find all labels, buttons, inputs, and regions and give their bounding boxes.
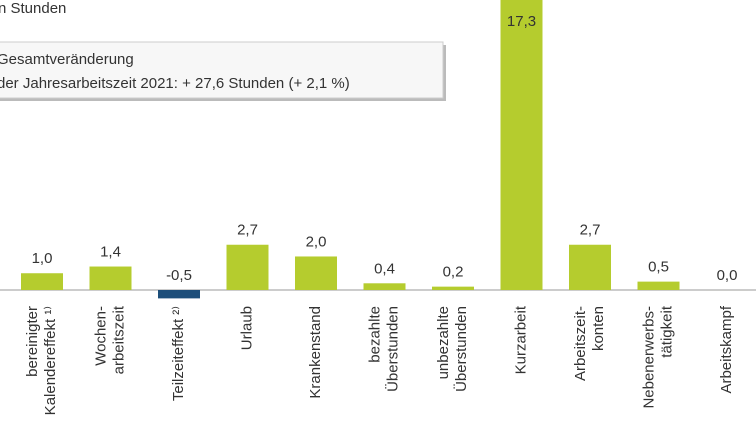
value-label: -0,5 bbox=[166, 267, 192, 284]
value-label: 2,7 bbox=[237, 222, 258, 239]
x-tick-label: Teilzeiteffekt ²⁾ bbox=[170, 306, 187, 401]
annotation-box bbox=[0, 41, 444, 99]
value-label: 0,0 bbox=[717, 267, 738, 284]
value-label: 17,3 bbox=[507, 13, 536, 30]
bar bbox=[500, 0, 543, 290]
x-tick-label: Urlaub bbox=[238, 306, 255, 350]
x-tick-label: tätigkeit bbox=[658, 305, 675, 358]
value-label: 2,0 bbox=[306, 233, 327, 250]
x-tick-label: arbeitszeit bbox=[110, 305, 127, 374]
bar bbox=[569, 244, 611, 290]
value-label: 2,7 bbox=[580, 222, 601, 239]
bar bbox=[637, 281, 680, 290]
x-tick-label: bereinigter bbox=[24, 306, 41, 377]
value-label: 1,0 bbox=[32, 250, 53, 267]
x-tick-label: Wochen- bbox=[92, 306, 109, 366]
annotation-text: Gesamtveränderung bbox=[0, 51, 134, 68]
x-tick-label: bezahlte bbox=[366, 306, 383, 363]
x-tick-label: Überstunden bbox=[383, 306, 401, 392]
bar bbox=[363, 283, 406, 290]
bar bbox=[158, 290, 200, 299]
x-tick-label: Überstunden bbox=[452, 306, 470, 392]
bar bbox=[226, 244, 269, 290]
x-tick-label: Nebenerwerbs- bbox=[640, 306, 657, 409]
x-tick-label: Kurzarbeit bbox=[512, 305, 529, 374]
value-label: 1,4 bbox=[100, 244, 121, 261]
bar bbox=[432, 286, 474, 290]
x-tick-label: Kalendereffekt ¹⁾ bbox=[42, 306, 59, 415]
bar bbox=[89, 266, 132, 290]
x-tick-label: unbezahlte bbox=[435, 306, 452, 379]
value-label: 0,4 bbox=[374, 260, 395, 277]
x-tick-label: Arbeitszeit- bbox=[572, 306, 589, 381]
x-tick-label: Krankenstand bbox=[307, 306, 324, 399]
bar bbox=[21, 273, 63, 290]
x-tick-label: konten bbox=[590, 306, 607, 351]
annotation-text: der Jahresarbeitszeit 2021: + 27,6 Stund… bbox=[0, 75, 350, 92]
value-label: 0,5 bbox=[648, 259, 669, 276]
x-tick-label: Arbeitskampf bbox=[718, 305, 735, 393]
bar bbox=[295, 256, 337, 290]
value-label: 0,2 bbox=[443, 264, 464, 281]
chart-title: n Stunden bbox=[0, 0, 66, 17]
